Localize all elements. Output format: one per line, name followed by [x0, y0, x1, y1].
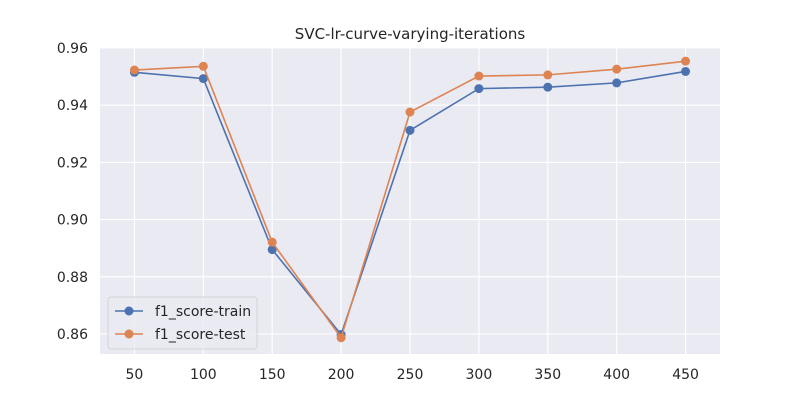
legend-label: f1_score-train — [155, 304, 251, 320]
legend-marker — [124, 329, 134, 339]
y-tick-label: 0.92 — [57, 155, 88, 171]
data-point — [405, 107, 415, 117]
data-point — [543, 82, 553, 92]
legend-marker — [124, 306, 134, 316]
data-point — [129, 65, 139, 75]
data-point — [405, 125, 415, 135]
data-point — [543, 70, 553, 80]
data-point — [336, 333, 346, 343]
data-point — [681, 66, 691, 76]
x-tick-label: 350 — [534, 367, 561, 383]
data-point — [474, 84, 484, 94]
x-tick-label: 100 — [190, 367, 217, 383]
x-tick-label: 150 — [259, 367, 286, 383]
series-f1_score-train — [129, 66, 691, 340]
x-tick-label: 450 — [672, 367, 699, 383]
y-tick-label: 0.96 — [57, 41, 88, 57]
y-tick-label: 0.88 — [57, 270, 88, 286]
x-tick-label: 400 — [603, 367, 630, 383]
y-tick-label: 0.94 — [57, 98, 88, 114]
series-f1_score-test — [129, 56, 691, 343]
grid — [100, 47, 720, 354]
data-point — [612, 64, 622, 74]
x-tick-label: 250 — [397, 367, 424, 383]
chart-title: SVC-lr-curve-varying-iterations — [295, 25, 526, 43]
y-tick-labels: 0.86 0.88 0.90 0.92 0.94 0.96 — [57, 41, 88, 343]
data-point — [681, 56, 691, 66]
legend-box — [107, 296, 258, 350]
x-tick-label: 50 — [126, 367, 144, 383]
x-tick-label: 200 — [328, 367, 355, 383]
legend: f1_score-train f1_score-test — [107, 296, 258, 350]
series-layer — [129, 56, 691, 343]
y-tick-label: 0.86 — [57, 327, 88, 343]
data-point — [198, 61, 208, 71]
data-point — [267, 245, 277, 255]
data-point — [612, 78, 622, 88]
y-tick-label: 0.90 — [57, 213, 88, 229]
data-point — [474, 71, 484, 81]
x-tick-labels: 50 100 150 200 250 300 350 400 450 — [126, 367, 699, 383]
data-point — [267, 237, 277, 247]
legend-label: f1_score-test — [155, 327, 246, 343]
data-point — [198, 74, 208, 84]
x-tick-label: 300 — [466, 367, 493, 383]
